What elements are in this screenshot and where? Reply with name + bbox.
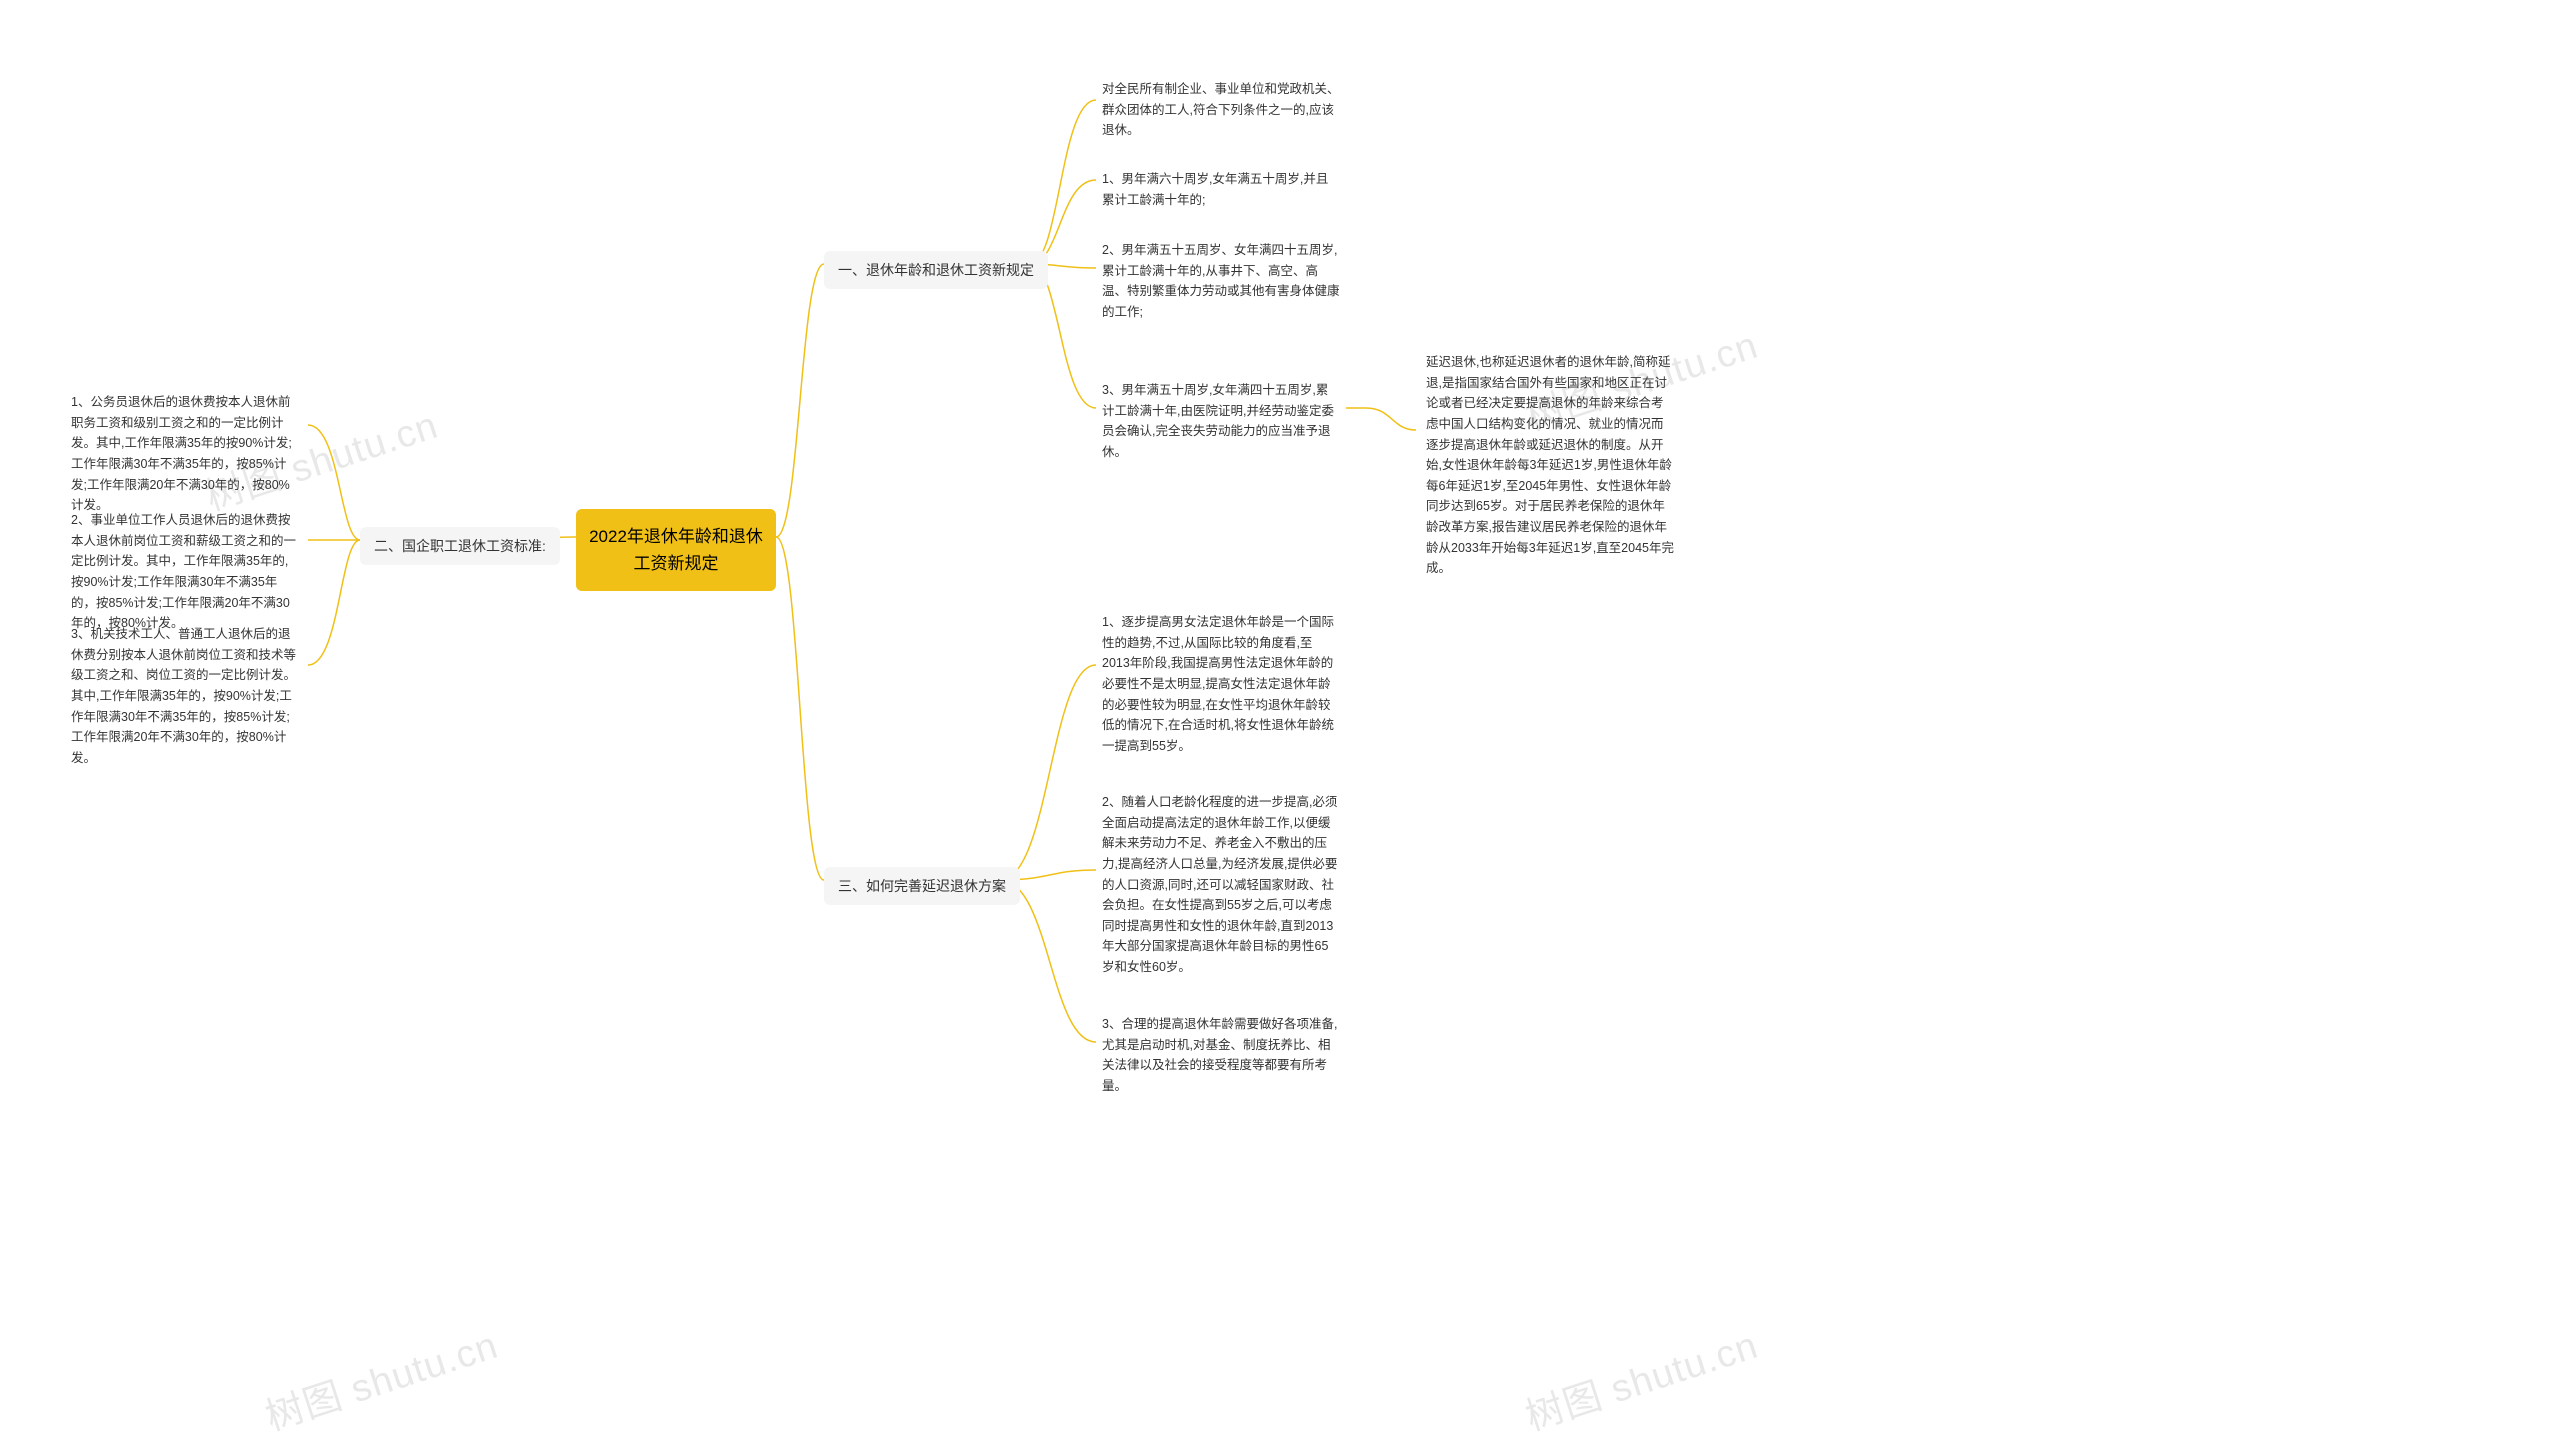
leaf-3-2: 2、随着人口老龄化程度的进一步提高,必须全面启动提高法定的退休年龄工作,以便缓解… <box>1096 788 1346 982</box>
center-node[interactable]: 2022年退休年龄和退休工资新规定 <box>576 509 776 591</box>
leaf-2-1: 1、公务员退休后的退休费按本人退休前职务工资和级别工资之和的一定比例计发。其中,… <box>65 388 305 520</box>
branch-1[interactable]: 一、退休年龄和退休工资新规定 <box>824 251 1048 289</box>
branch-3[interactable]: 三、如何完善延迟退休方案 <box>824 867 1020 905</box>
watermark: 树图 shutu.cn <box>1517 1314 1763 1441</box>
branch-2[interactable]: 二、国企职工退休工资标准: <box>360 527 560 565</box>
leaf-1-3: 3、男年满五十周岁,女年满四十五周岁,累计工龄满十年,由医院证明,并经劳动鉴定委… <box>1096 376 1346 467</box>
leaf-1-1: 1、男年满六十周岁,女年满五十周岁,并且累计工龄满十年的; <box>1096 165 1346 214</box>
leaf-2-2: 2、事业单位工作人员退休后的退休费按本人退休前岗位工资和薪级工资之和的一定比例计… <box>65 506 305 638</box>
leaf-1-2: 2、男年满五十五周岁、女年满四十五周岁,累计工龄满十年的,从事井下、高空、高温、… <box>1096 236 1346 327</box>
leaf-2-3: 3、机关技术工人、普通工人退休后的退休费分别按本人退休前岗位工资和技术等级工资之… <box>65 620 305 772</box>
watermark: 树图 shutu.cn <box>257 1314 503 1441</box>
leaf-3-3: 3、合理的提高退休年龄需要做好各项准备,尤其是启动时机,对基金、制度抚养比、相关… <box>1096 1010 1346 1101</box>
leaf-1-0: 对全民所有制企业、事业单位和党政机关、群众团体的工人,符合下列条件之一的,应该退… <box>1096 75 1346 145</box>
leaf-1-3-sub: 延迟退休,也称延迟退休者的退休年龄,简称延退,是指国家结合国外有些国家和地区正在… <box>1420 348 1680 583</box>
leaf-3-1: 1、逐步提高男女法定退休年龄是一个国际性的趋势,不过,从国际比较的角度看,至20… <box>1096 608 1346 760</box>
